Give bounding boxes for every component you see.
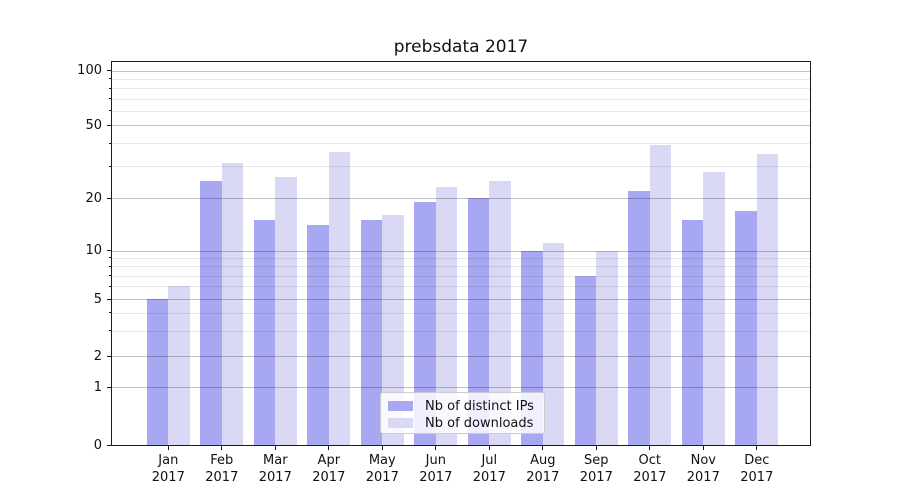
- y-minor-tick-mark-60: [109, 110, 112, 112]
- x-tick-mark-jun: [435, 446, 437, 450]
- y-minor-tick-mark-4: [109, 312, 112, 314]
- legend-label-distinct-ips: Nb of distinct IPs: [425, 398, 534, 414]
- y-tick-label-50: 50: [85, 117, 102, 133]
- x-tick-label-jan: Jan 2017: [151, 453, 185, 485]
- y-minor-tick-mark-90: [109, 78, 112, 80]
- bar-distinct-ips-jun: [414, 202, 436, 445]
- bars-layer: [112, 62, 810, 445]
- y-minor-tick-mark-8: [109, 265, 112, 267]
- legend-swatch-downloads: [388, 418, 413, 428]
- bar-downloads-dec: [756, 153, 779, 445]
- bar-distinct-ips-mar: [253, 220, 276, 445]
- x-tick-mark-aug: [542, 446, 544, 450]
- x-tick-label-jul: Jul 2017: [472, 453, 506, 485]
- bar-downloads-jun: [435, 187, 458, 445]
- y-tick-mark-1: [107, 386, 111, 388]
- y-tick-label-10: 10: [85, 243, 102, 258]
- x-tick-mark-jan: [167, 446, 169, 450]
- bar-distinct-ips-jul: [467, 198, 490, 445]
- x-tick-mark-may: [381, 446, 383, 450]
- legend-label-downloads: Nb of downloads: [425, 415, 534, 431]
- bar-downloads-jan: [168, 286, 190, 445]
- x-tick-mark-jul: [488, 446, 490, 450]
- bar-distinct-ips-dec: [735, 210, 757, 445]
- bar-distinct-ips-oct: [628, 190, 650, 445]
- legend-item-distinct-ips: Nb of distinct IPs: [388, 398, 536, 414]
- x-tick-label-apr: Apr 2017: [312, 453, 346, 485]
- y-tick-mark-50: [107, 124, 111, 126]
- bar-downloads-apr: [328, 151, 351, 445]
- y-minor-tick-mark-80: [109, 87, 112, 89]
- bar-downloads-mar: [275, 177, 297, 445]
- x-tick-label-oct: Oct 2017: [633, 453, 667, 485]
- bar-downloads-sep: [596, 250, 618, 445]
- x-tick-label-sep: Sep 2017: [579, 453, 613, 485]
- x-tick-label-aug: Aug 2017: [526, 453, 560, 485]
- bar-distinct-ips-feb: [200, 180, 222, 445]
- bar-downloads-nov: [703, 171, 725, 445]
- y-minor-tick-mark-40: [109, 142, 112, 144]
- chart-title: prebsdata 2017: [393, 37, 529, 57]
- y-minor-tick-mark-6: [109, 285, 112, 287]
- bar-downloads-jul: [489, 180, 511, 445]
- legend-item-downloads: Nb of downloads: [388, 415, 536, 431]
- bar-distinct-ips-may: [360, 220, 383, 445]
- y-tick-mark-100: [107, 70, 111, 71]
- bar-distinct-ips-jan: [146, 299, 169, 445]
- y-minor-tick-mark-70: [109, 98, 112, 100]
- legend: Nb of distinct IPs Nb of downloads: [380, 392, 545, 434]
- bar-distinct-ips-apr: [307, 225, 329, 445]
- x-tick-label-dec: Dec 2017: [740, 453, 774, 485]
- y-tick-mark-10: [107, 250, 111, 251]
- bar-distinct-ips-sep: [574, 275, 597, 445]
- x-tick-mark-feb: [221, 446, 223, 450]
- y-tick-label-100: 100: [77, 63, 102, 78]
- y-tick-label-0: 0: [93, 437, 102, 453]
- y-tick-label-2: 2: [93, 348, 102, 364]
- x-tick-mark-sep: [595, 446, 597, 450]
- y-minor-tick-mark-30: [109, 165, 112, 167]
- x-tick-label-may: May 2017: [365, 453, 399, 485]
- x-tick-label-mar: Mar 2017: [258, 453, 292, 485]
- bar-downloads-oct: [649, 145, 672, 445]
- bar-distinct-ips-nov: [681, 220, 704, 445]
- x-tick-mark-nov: [702, 446, 704, 450]
- y-tick-label-5: 5: [93, 291, 102, 307]
- y-tick-mark-0: [107, 444, 111, 446]
- bar-downloads-may: [382, 215, 404, 445]
- y-tick-mark-5: [107, 298, 111, 300]
- bar-downloads-aug: [542, 243, 565, 445]
- bar-downloads-feb: [221, 163, 244, 445]
- y-minor-tick-mark-3: [109, 330, 112, 332]
- x-tick-mark-mar: [274, 446, 276, 450]
- x-tick-mark-apr: [328, 446, 330, 450]
- x-tick-label-feb: Feb 2017: [205, 453, 239, 485]
- y-tick-mark-2: [107, 355, 111, 357]
- plot-area: [111, 61, 811, 446]
- x-tick-label-jun: Jun 2017: [419, 453, 453, 485]
- x-tick-mark-oct: [649, 446, 651, 450]
- y-tick-label-20: 20: [85, 190, 102, 206]
- x-tick-mark-dec: [756, 446, 758, 450]
- y-tick-mark-20: [107, 197, 111, 199]
- legend-swatch-distinct-ips: [388, 401, 413, 411]
- y-minor-tick-mark-7: [109, 275, 112, 276]
- y-minor-tick-mark-9: [109, 257, 112, 259]
- y-tick-label-1: 1: [93, 379, 102, 395]
- x-tick-label-nov: Nov 2017: [686, 453, 720, 485]
